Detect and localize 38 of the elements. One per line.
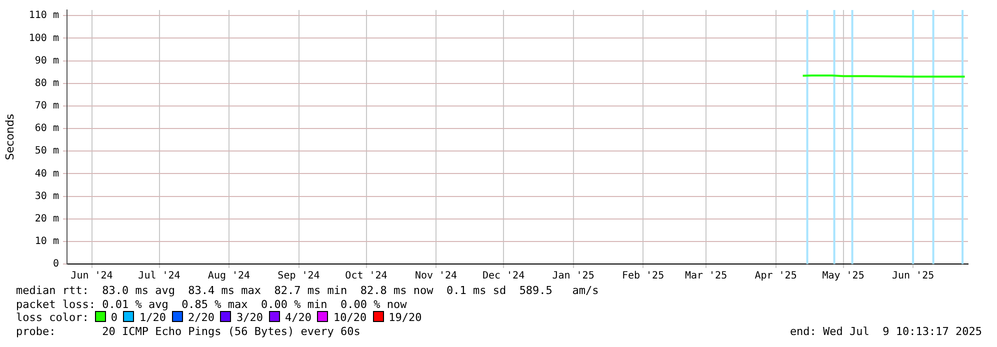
x-tick-label: Oct '24	[345, 270, 388, 282]
text: probe: 20 ICMP Echo Pings (56 Bytes) every 60s	[16, 324, 360, 338]
y-tick-label: 100 m	[28, 32, 59, 44]
y-tick-label: 20 m	[34, 213, 59, 224]
text: end: Wed Jul 9 10:13:17 2025	[790, 324, 982, 338]
y-tick-label: 110 m	[28, 10, 59, 22]
x-tick-label: Mar '25	[684, 270, 728, 282]
y-tick-label: 40 m	[34, 168, 59, 180]
x-tick-label: Jun '24	[70, 270, 113, 282]
text: median rtt: 83.0 ms avg 83.4 ms max 82.7 ms min 82.8 ms now 0.1 ms sd 589.5 am/s	[16, 284, 600, 298]
y-tick-label: 90 m	[34, 55, 59, 66]
y-tick-label: 30 m	[34, 190, 59, 202]
legend-label: 19/20	[388, 311, 422, 324]
text: packet loss: 0.01 % avg 0.85 % max 0.00 % min 0.00 % now	[16, 298, 408, 311]
y-tick-label: 60 m	[34, 123, 59, 134]
y-axis-title: Seconds	[3, 114, 16, 160]
x-tick-label: Dec '24	[482, 270, 525, 282]
x-tick-label: Sep '24	[278, 270, 320, 282]
x-tick-label: Feb '25	[622, 270, 664, 282]
x-tick-label: Jul '24	[138, 270, 180, 282]
x-tick-label: Nov '24	[414, 270, 458, 282]
y-tick-label: 50 m	[34, 146, 59, 157]
x-tick-label: Jun '25	[892, 270, 934, 282]
y-tick-label: 10 m	[34, 236, 59, 248]
x-tick-label: Apr '25	[754, 270, 797, 282]
x-tick-label: May '25	[822, 270, 864, 282]
y-tick-label: 70 m	[34, 100, 59, 112]
x-tick-label: Aug '24	[208, 270, 250, 282]
y-tick-label: 80 m	[34, 78, 59, 89]
x-tick-label: Jan '25	[552, 270, 594, 282]
legend-label: 3/20	[236, 311, 263, 324]
legend-label: 4/20	[284, 311, 312, 324]
y-tick-label: 0	[52, 258, 59, 270]
legend-label: 0	[110, 311, 118, 324]
legend-label: 10/20	[333, 311, 367, 324]
legend-label: 2/20	[188, 311, 214, 324]
legend-title: loss color:	[16, 311, 89, 324]
legend-label: 1/20	[139, 311, 166, 324]
